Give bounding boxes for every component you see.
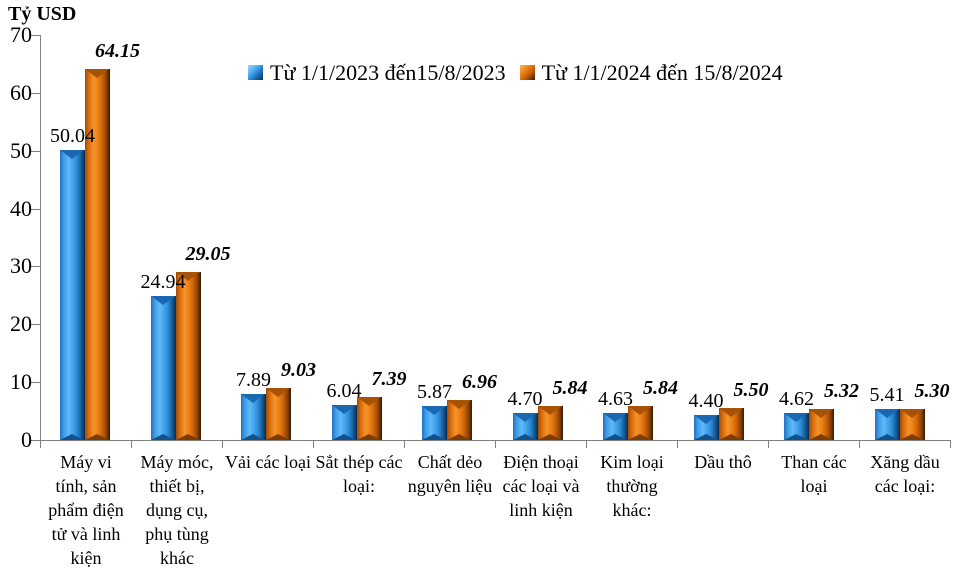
value-label-2023: 7.89 <box>236 369 271 392</box>
legend-item-2023: Từ 1/1/2023 đến15/8/2023 <box>248 61 506 85</box>
y-tick-label: 10 <box>10 369 32 395</box>
category-label: Máy móc, thiết bị, dụng cụ, phụ tùng khá… <box>140 452 214 568</box>
category-label: Điện thoại các loại và linh kiện <box>502 452 580 520</box>
value-label-2023: 5.87 <box>417 381 452 404</box>
x-tick-mark <box>40 441 41 448</box>
legend-label-2023: Từ 1/1/2023 đến15/8/2023 <box>270 60 506 85</box>
bar-2024 <box>718 408 744 440</box>
legend-item-2024: Từ 1/1/2024 đến 15/8/2024 <box>519 60 783 85</box>
x-axis-line <box>40 440 951 441</box>
category-label: Vải các loại <box>225 452 311 472</box>
value-label-2024: 7.39 <box>371 368 407 391</box>
value-label-2024: 6.96 <box>462 370 497 393</box>
bar-2023 <box>150 295 176 441</box>
value-label-2023: 4.62 <box>779 388 814 411</box>
category-label: Kim loại thường khác: <box>600 452 664 520</box>
value-label-2023: 6.04 <box>326 380 362 403</box>
y-tick-label: 40 <box>10 195 32 221</box>
y-axis-line <box>40 35 41 440</box>
legend-label-2024: Từ 1/1/2024 đến 15/8/2024 <box>541 60 783 85</box>
bar-2023 <box>422 406 447 440</box>
bar-2024 <box>447 399 472 441</box>
bar-2023 <box>512 412 538 441</box>
value-label-2024: 5.84 <box>552 377 588 400</box>
bar-2023 <box>603 413 628 440</box>
x-tick-mark <box>677 441 678 448</box>
value-label-2023: 5.41 <box>869 383 905 406</box>
value-label-2024: 29.05 <box>185 242 231 265</box>
value-label-2023: 24.94 <box>140 270 186 293</box>
value-label-2024: 5.32 <box>824 380 859 403</box>
y-tick-mark <box>30 266 40 268</box>
x-tick-mark <box>768 441 769 448</box>
bar-2023 <box>241 394 266 440</box>
y-tick-mark <box>30 382 40 384</box>
bar-2023 <box>331 405 357 440</box>
bar-2023 <box>693 414 719 441</box>
value-label-2024: 5.50 <box>733 379 769 402</box>
category-label: Máy vi tính, sản phẩm điện tử và linh ki… <box>48 452 124 568</box>
bar-2023 <box>60 150 85 440</box>
value-label-2023: 50.04 <box>50 125 95 148</box>
x-tick-mark <box>313 441 314 448</box>
y-axis-unit-label: Tỷ USD <box>8 3 77 25</box>
x-tick-mark <box>586 441 587 448</box>
bar-2024 <box>175 271 201 441</box>
y-tick-mark <box>30 35 40 36</box>
value-label-2024: 5.30 <box>914 380 950 403</box>
y-tick-mark <box>30 92 40 94</box>
y-tick-label: 20 <box>10 311 32 337</box>
value-label-2024: 64.15 <box>95 39 140 62</box>
bar-2023 <box>784 413 809 440</box>
category-label: Than các loại <box>781 452 847 496</box>
y-tick-label: 70 <box>10 22 32 47</box>
bar-2024 <box>628 406 653 440</box>
bar-2024 <box>85 68 110 441</box>
y-tick-label: 30 <box>10 253 32 279</box>
bar-2024 <box>356 397 382 440</box>
value-label-2023: 4.63 <box>598 388 633 411</box>
x-tick-mark <box>950 441 951 448</box>
x-tick-mark <box>495 441 496 448</box>
y-tick-mark <box>30 324 40 326</box>
category-label: Dầu thô <box>694 452 752 472</box>
y-tick-label: 0 <box>21 427 32 452</box>
legend: Từ 1/1/2023 đến15/8/2023 Từ 1/1/2024 đến… <box>248 61 783 85</box>
y-tick-mark <box>30 208 40 210</box>
x-tick-mark <box>404 441 405 448</box>
category-label: Xăng dầu các loại: <box>870 452 940 496</box>
legend-marker-2023-icon <box>248 65 263 80</box>
value-label-2024: 9.03 <box>281 358 316 381</box>
x-tick-mark <box>222 441 223 448</box>
bar-2024 <box>266 387 291 441</box>
value-label-2023: 4.70 <box>507 387 543 410</box>
y-tick-label: 50 <box>10 137 32 163</box>
category-label: Chất dẻo nguyên liệu <box>407 452 493 496</box>
y-tick-mark <box>30 150 40 152</box>
value-label-2024: 5.84 <box>643 377 678 400</box>
bar-2024 <box>537 406 563 440</box>
category-label: Sắt thép các loại: <box>315 452 403 496</box>
y-tick-label: 60 <box>10 79 32 105</box>
bar-2024 <box>899 409 925 440</box>
legend-marker-2024-icon <box>519 65 535 80</box>
bar-2024 <box>809 409 834 440</box>
y-tick-mark <box>30 440 40 441</box>
value-label-2023: 4.40 <box>688 389 724 412</box>
x-tick-mark <box>131 441 132 448</box>
x-tick-mark <box>859 441 860 448</box>
bar-2023 <box>874 408 900 441</box>
